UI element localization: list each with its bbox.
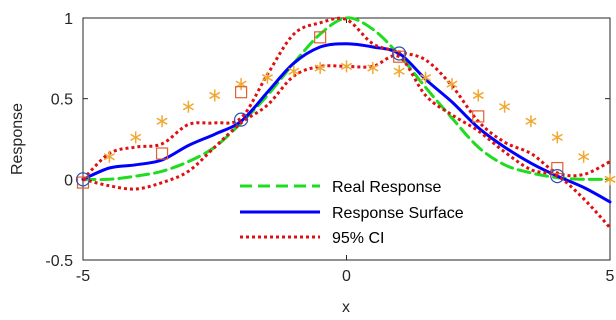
circle-marker <box>234 112 249 127</box>
circle-marker <box>392 46 407 61</box>
square-marker <box>472 110 485 123</box>
y-tick-label: -0.5 <box>45 253 73 270</box>
y-tick-label: 0 <box>64 172 73 189</box>
square-marker <box>314 31 327 44</box>
star-marker <box>314 62 326 75</box>
y-tick-label: 0.5 <box>51 92 73 109</box>
legend: Real Response Response Surface 95% CI <box>240 179 464 247</box>
series-line-surface <box>81 42 612 204</box>
star-marker <box>367 62 379 75</box>
star-marker <box>209 89 221 102</box>
star-marker <box>578 150 590 163</box>
plot-frame <box>82 17 611 261</box>
legend-label-surface: Response Surface <box>332 205 464 222</box>
star-marker <box>340 60 353 73</box>
square-marker <box>551 161 564 175</box>
series-line-real <box>81 16 612 182</box>
star-marker <box>419 71 432 84</box>
star-marker <box>261 71 274 84</box>
series-line-ci_upper <box>81 16 611 181</box>
x-axis-label: x <box>342 299 350 316</box>
star-marker <box>130 131 142 144</box>
y-tick-label: 1 <box>64 11 73 28</box>
y-axis-label: Response <box>9 103 26 175</box>
markers <box>75 31 616 189</box>
star-marker <box>525 115 537 128</box>
star-marker <box>551 131 563 144</box>
star-marker <box>235 78 247 91</box>
x-tick-label: 5 <box>606 268 615 285</box>
x-tick-label: 0 <box>342 268 351 285</box>
x-tick-label: -5 <box>76 268 90 285</box>
series-line-ci_lower <box>82 54 612 229</box>
circle-marker <box>75 172 91 187</box>
axes <box>82 17 611 261</box>
star-marker <box>472 89 484 102</box>
square-marker <box>155 147 169 160</box>
star-marker <box>446 78 458 91</box>
star-marker <box>604 173 616 186</box>
star-marker <box>288 65 300 78</box>
star-marker <box>103 150 115 163</box>
legend-label-real: Real Response <box>332 179 442 196</box>
star-marker <box>499 100 511 113</box>
legend-label-ci: 95% CI <box>332 230 384 247</box>
star-marker <box>156 115 168 128</box>
square-marker <box>235 86 248 99</box>
circle-marker <box>550 169 565 184</box>
star-marker <box>182 100 194 113</box>
ticks: -5 0 5 -0.5 0 0.5 1 <box>45 11 614 285</box>
star-marker <box>393 65 405 78</box>
